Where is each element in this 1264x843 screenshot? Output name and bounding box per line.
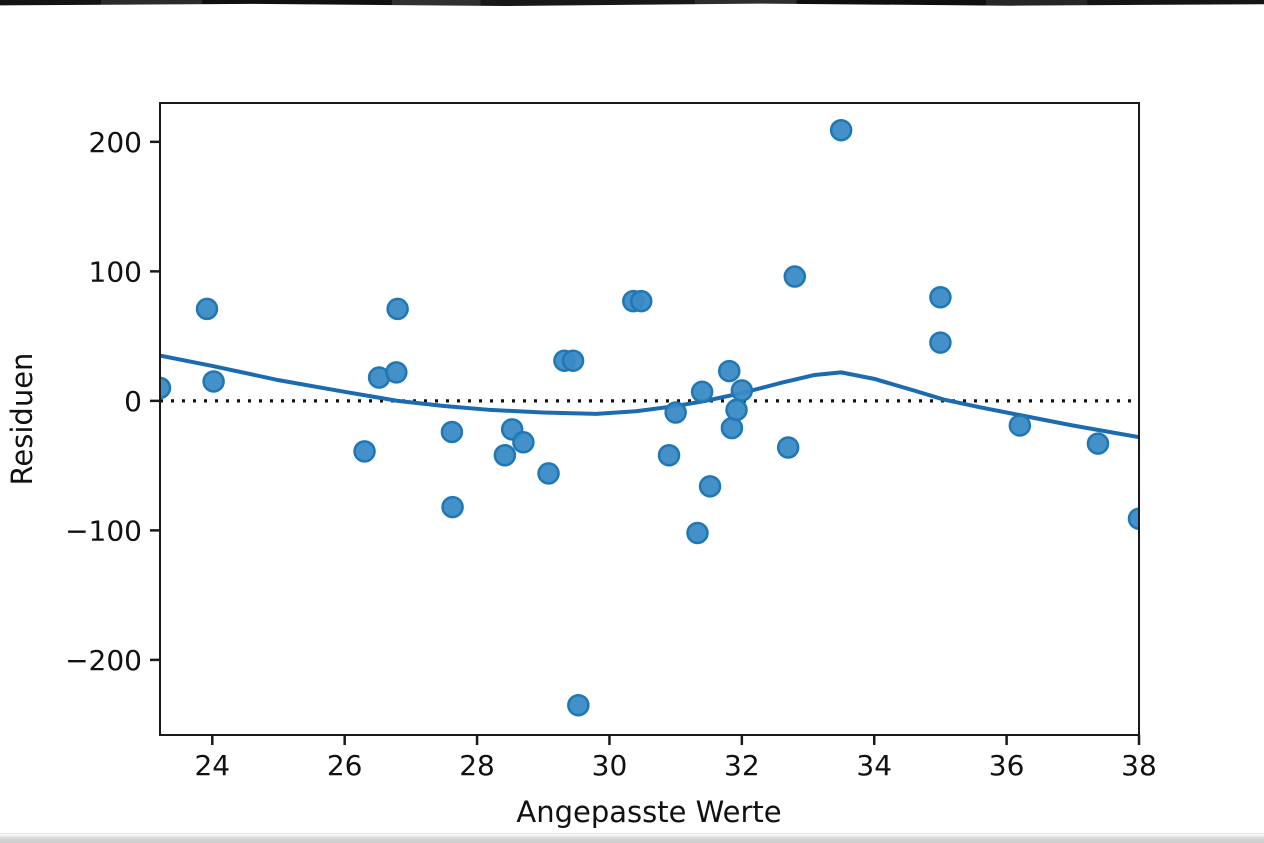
scatter-point [776,436,800,459]
x-tick-label: 32 [724,749,760,782]
scatter-point [1008,414,1032,437]
scatter-point [537,462,560,485]
scatter-point [720,416,744,440]
scatter-points-group [160,118,1139,717]
scatter-point [385,361,408,384]
plot-border [159,102,1140,736]
y-tick-label: 0 [124,385,142,418]
scatter-point [829,118,853,142]
x-tick-label: 36 [989,749,1025,782]
scatter-point [730,379,754,402]
scatter-point [441,495,464,519]
x-axis-label: Angepasste Werte [516,795,781,829]
y-tick-label: 200 [89,126,142,159]
x-tick-label: 34 [856,749,892,782]
scatter-point [160,376,172,400]
x-tick-label: 30 [592,749,628,782]
y-tick-label: −100 [65,514,142,547]
scatter-point [664,401,687,424]
scatter-point [561,349,585,372]
x-tick-label: 24 [194,749,230,782]
x-tick-label: 28 [459,749,495,782]
y-axis-label: Residuen [5,353,39,486]
scatter-point [567,693,590,717]
lowess-curve-group [160,353,1139,440]
lowess-curve [160,353,1139,440]
scatter-point [386,297,409,321]
scatter-point [1086,432,1110,455]
scatter-point [1127,507,1139,530]
scatter-point [783,265,807,288]
scatter-point [929,331,952,354]
scatter-point [725,398,748,422]
scatter-point [195,297,219,321]
scatter-point [629,289,653,313]
x-tick-label: 26 [327,749,363,782]
scatter-point [698,475,722,498]
scatter-point [718,359,741,383]
scatter-point [202,370,225,393]
scatter-point [353,440,376,463]
scatter-point [657,444,681,467]
scatter-point [929,286,952,309]
y-tick-label: 100 [89,255,142,288]
video-artifact-bottom-strip [0,833,1264,843]
scatter-point [690,380,714,404]
scatter-point [493,444,517,467]
video-artifact-top-strip [0,0,1264,6]
scatter-point [686,521,709,545]
axes-group: 24 26 28 30 32 34 36 38 200 100 0 −100 −200 [65,102,1157,782]
scatter-point [440,420,464,444]
y-tick-label: −200 [65,644,142,677]
x-tick-label: 38 [1121,749,1157,782]
scatter-point [512,431,535,454]
